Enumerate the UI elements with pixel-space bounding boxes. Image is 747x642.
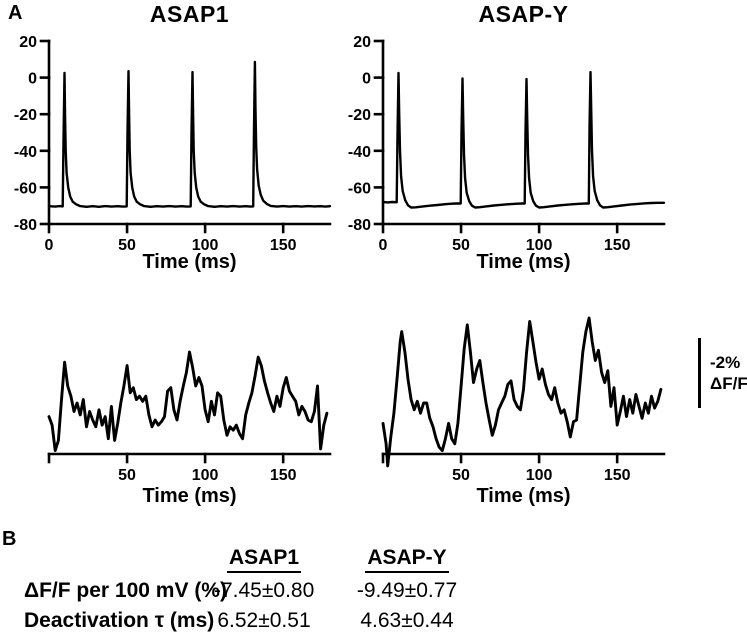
row-label-deactivation-tau: Deactivation τ (ms) (24, 609, 215, 633)
fluorescence-plot-asapy: 50 100 150 Time (ms) (381, 316, 666, 507)
y-tick-label: -80 (14, 217, 37, 234)
scale-bar (698, 338, 701, 408)
value-tau-asap1: 6.52±0.51 (217, 609, 311, 633)
x-tick-label: 50 (118, 237, 136, 254)
summary-table: ASAP1 ASAP-Y ΔF/F per 100 mV (%) -7.45±0… (24, 545, 500, 634)
x-axis-label: Time (ms) (476, 251, 570, 273)
x-tick-label: 100 (192, 237, 219, 254)
trace-polyline (381, 316, 663, 468)
x-tick-label: 100 (526, 237, 553, 254)
y-tick-label: -80 (348, 217, 371, 234)
plot-title-asapy: ASAP-Y (478, 1, 569, 27)
y-tick-label: -40 (348, 144, 371, 161)
y-tick-label: 20 (19, 34, 37, 51)
panel-a-label: A (8, 2, 23, 24)
trace-polyline (381, 70, 666, 209)
value-tau-asapy: 4.63±0.44 (360, 609, 454, 633)
table-corner-cell (24, 545, 214, 573)
fluorescence-plot-asap1: 50 100 150 Time (ms) (47, 350, 332, 507)
x-tick-label: 50 (118, 467, 136, 484)
panel-b-label: B (2, 528, 17, 550)
x-tick-label: 150 (270, 237, 297, 254)
y-tick-label: -20 (348, 107, 371, 124)
x-tick-label: 0 (379, 237, 388, 254)
x-axis-label: Time (ms) (142, 485, 236, 507)
x-axis-label: Time (ms) (476, 485, 570, 507)
x-tick-label: 0 (45, 237, 54, 254)
trace-polyline (47, 350, 329, 453)
y-tick-label: -40 (14, 144, 37, 161)
y-tick-label: 20 (353, 34, 371, 51)
y-tick-label: 0 (362, 71, 371, 88)
column-header-asap1: ASAP1 (214, 545, 314, 574)
scale-bar-unit: ΔF/F (710, 374, 747, 394)
x-tick-label: 100 (526, 467, 553, 484)
x-axis-label: Time (ms) (142, 251, 236, 273)
x-tick-label: 150 (604, 237, 631, 254)
voltage-plot-asapy: 20 0 -20 -40 -60 -80 0 50 100 150 Time (ms) (348, 34, 666, 273)
y-tick-label: -60 (14, 180, 37, 197)
value-dff-asap1: -7.45±0.80 (214, 579, 315, 603)
scale-bar-label: -2% ΔF/F (710, 352, 747, 395)
value-dff-asapy: -9.49±0.77 (356, 579, 458, 603)
trace-polyline (47, 60, 332, 209)
x-tick-label: 50 (452, 467, 470, 484)
column-header-asapy: ASAP-Y (314, 545, 500, 574)
voltage-plot-asap1: 20 0 -20 -40 -60 -80 0 50 100 150 Time (ms) (14, 34, 332, 273)
scale-bar-value: -2% (710, 353, 741, 372)
x-tick-label: 100 (192, 467, 219, 484)
x-tick-label: 50 (452, 237, 470, 254)
plot-title-asap1: ASAP1 (149, 1, 230, 27)
y-tick-label: 0 (28, 71, 37, 88)
y-tick-label: -60 (348, 180, 371, 197)
row-label-dff-per-100mv: ΔF/F per 100 mV (%) (24, 579, 227, 603)
y-tick-label: -20 (14, 107, 37, 124)
x-tick-label: 150 (270, 467, 297, 484)
x-tick-label: 150 (604, 467, 631, 484)
